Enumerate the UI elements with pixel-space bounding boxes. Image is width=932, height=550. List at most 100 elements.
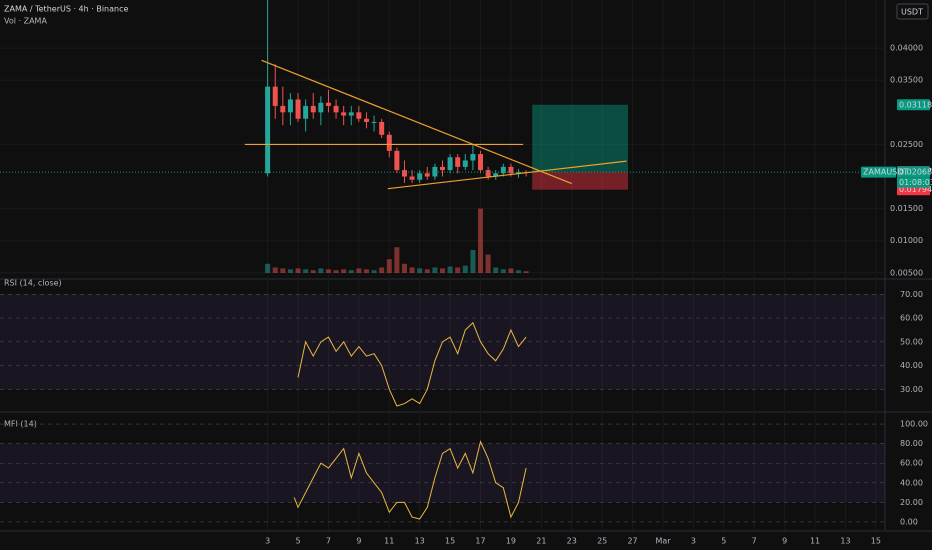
y-tick-label: 0.00500 xyxy=(890,268,923,277)
candle-body xyxy=(516,172,522,174)
x-tick-label: 13 xyxy=(415,537,425,546)
y-tick-label: 60.00 xyxy=(900,314,923,323)
y-tick-label: 0.02500 xyxy=(890,140,923,149)
y-tick-label: 40.00 xyxy=(900,361,923,370)
candle-body xyxy=(325,102,331,106)
volume-bar xyxy=(493,267,499,273)
volume-title: Vol · ZAMA xyxy=(4,17,47,26)
volume-bar xyxy=(379,267,385,273)
candle-body xyxy=(265,86,271,174)
rsi-title: RSI (14, close) xyxy=(4,279,62,288)
volume-bar xyxy=(470,250,476,273)
price-label: 0.02068 xyxy=(899,168,932,177)
candle-body xyxy=(371,121,377,123)
volume-bar xyxy=(485,254,491,273)
x-tick-label: 15 xyxy=(445,537,455,546)
x-tick-label: 17 xyxy=(475,537,485,546)
candle-body xyxy=(401,170,407,177)
candle-body xyxy=(424,173,430,177)
volume-bar xyxy=(272,267,278,273)
x-tick-label: 5 xyxy=(721,537,726,546)
volume-bar xyxy=(386,259,392,273)
candle-body xyxy=(287,99,293,113)
candle-body xyxy=(318,102,324,113)
y-tick-label: 20.00 xyxy=(900,498,923,507)
countdown: 01:08:03 xyxy=(899,178,932,187)
x-tick-label: 27 xyxy=(627,537,637,546)
volume-bar xyxy=(303,269,309,273)
volume-bar xyxy=(440,268,445,273)
volume-bar xyxy=(295,268,301,273)
symbol-box xyxy=(861,166,896,178)
currency[interactable]: USDT xyxy=(901,8,923,17)
price-label: 0.01794 xyxy=(899,185,932,194)
candle-body xyxy=(295,99,301,119)
candle-body xyxy=(470,154,476,161)
y-tick-label: 60.00 xyxy=(900,459,923,468)
candle-body xyxy=(272,86,278,106)
x-tick-label: 7 xyxy=(752,537,757,546)
volume-bar xyxy=(318,268,324,273)
indicator-line xyxy=(297,321,527,407)
y-tick-label: 40.00 xyxy=(900,478,923,487)
x-tick-label: 9 xyxy=(356,537,361,546)
candle-body xyxy=(394,150,400,171)
price-label-box xyxy=(897,166,930,178)
symbol-label: ZAMAUSDT xyxy=(863,168,908,177)
candle-body xyxy=(432,166,438,177)
countdown-box xyxy=(897,177,930,188)
candle-body xyxy=(462,160,468,167)
volume-bar xyxy=(508,268,514,273)
volume-bar xyxy=(401,263,407,273)
x-tick-label: 11 xyxy=(810,537,820,546)
volume-bar xyxy=(417,268,423,273)
volume-bar xyxy=(363,269,369,273)
volume-bar xyxy=(333,270,339,273)
volume-bar xyxy=(341,269,347,273)
take-profit-zone xyxy=(532,104,629,173)
trendline xyxy=(387,160,627,190)
x-tick-label: 3 xyxy=(691,537,696,546)
chart-title: ZAMA / TetherUS · 4h · Binance xyxy=(4,5,128,14)
volume-bar xyxy=(265,263,271,273)
y-tick-label: 80.00 xyxy=(900,439,923,448)
candle-body xyxy=(356,112,362,119)
price-label-box xyxy=(897,99,930,111)
candle-body xyxy=(493,173,499,177)
candle-body xyxy=(310,105,316,113)
candle-body xyxy=(379,121,385,135)
candle-body xyxy=(440,166,445,171)
volume-bar xyxy=(356,268,362,273)
candle-body xyxy=(478,154,484,171)
candle-body xyxy=(485,170,491,177)
volume-bar xyxy=(280,268,286,273)
x-tick-label: 5 xyxy=(295,537,300,546)
candle-body xyxy=(303,105,309,119)
x-tick-label: 19 xyxy=(506,537,516,546)
volume-bar xyxy=(462,265,468,273)
candle-body xyxy=(508,166,514,174)
volume-bar xyxy=(432,267,438,273)
candle-body xyxy=(341,112,347,116)
volume-bar xyxy=(455,267,461,273)
y-tick-label: 0.01000 xyxy=(890,236,923,245)
candle-body xyxy=(500,166,506,174)
x-tick-label: 11 xyxy=(384,537,394,546)
candle-body xyxy=(280,105,286,113)
y-tick-label: 50.00 xyxy=(900,337,923,346)
y-tick-label: 0.01500 xyxy=(890,204,923,213)
currency-button[interactable] xyxy=(896,3,929,20)
x-tick-label: 13 xyxy=(840,537,850,546)
stop-loss-zone xyxy=(532,172,629,190)
candle-body xyxy=(409,176,415,180)
y-tick-label: 100.00 xyxy=(900,420,928,429)
price-label: 0.03118 xyxy=(899,100,932,109)
mfi-title: MFI (14) xyxy=(4,420,37,429)
x-tick-label: 23 xyxy=(567,537,577,546)
candle-body xyxy=(386,134,392,151)
volume-bar xyxy=(424,269,430,273)
volume-bar xyxy=(287,269,293,273)
candle-body xyxy=(455,157,461,167)
volume-bar xyxy=(325,269,331,273)
volume-bar xyxy=(523,271,529,273)
